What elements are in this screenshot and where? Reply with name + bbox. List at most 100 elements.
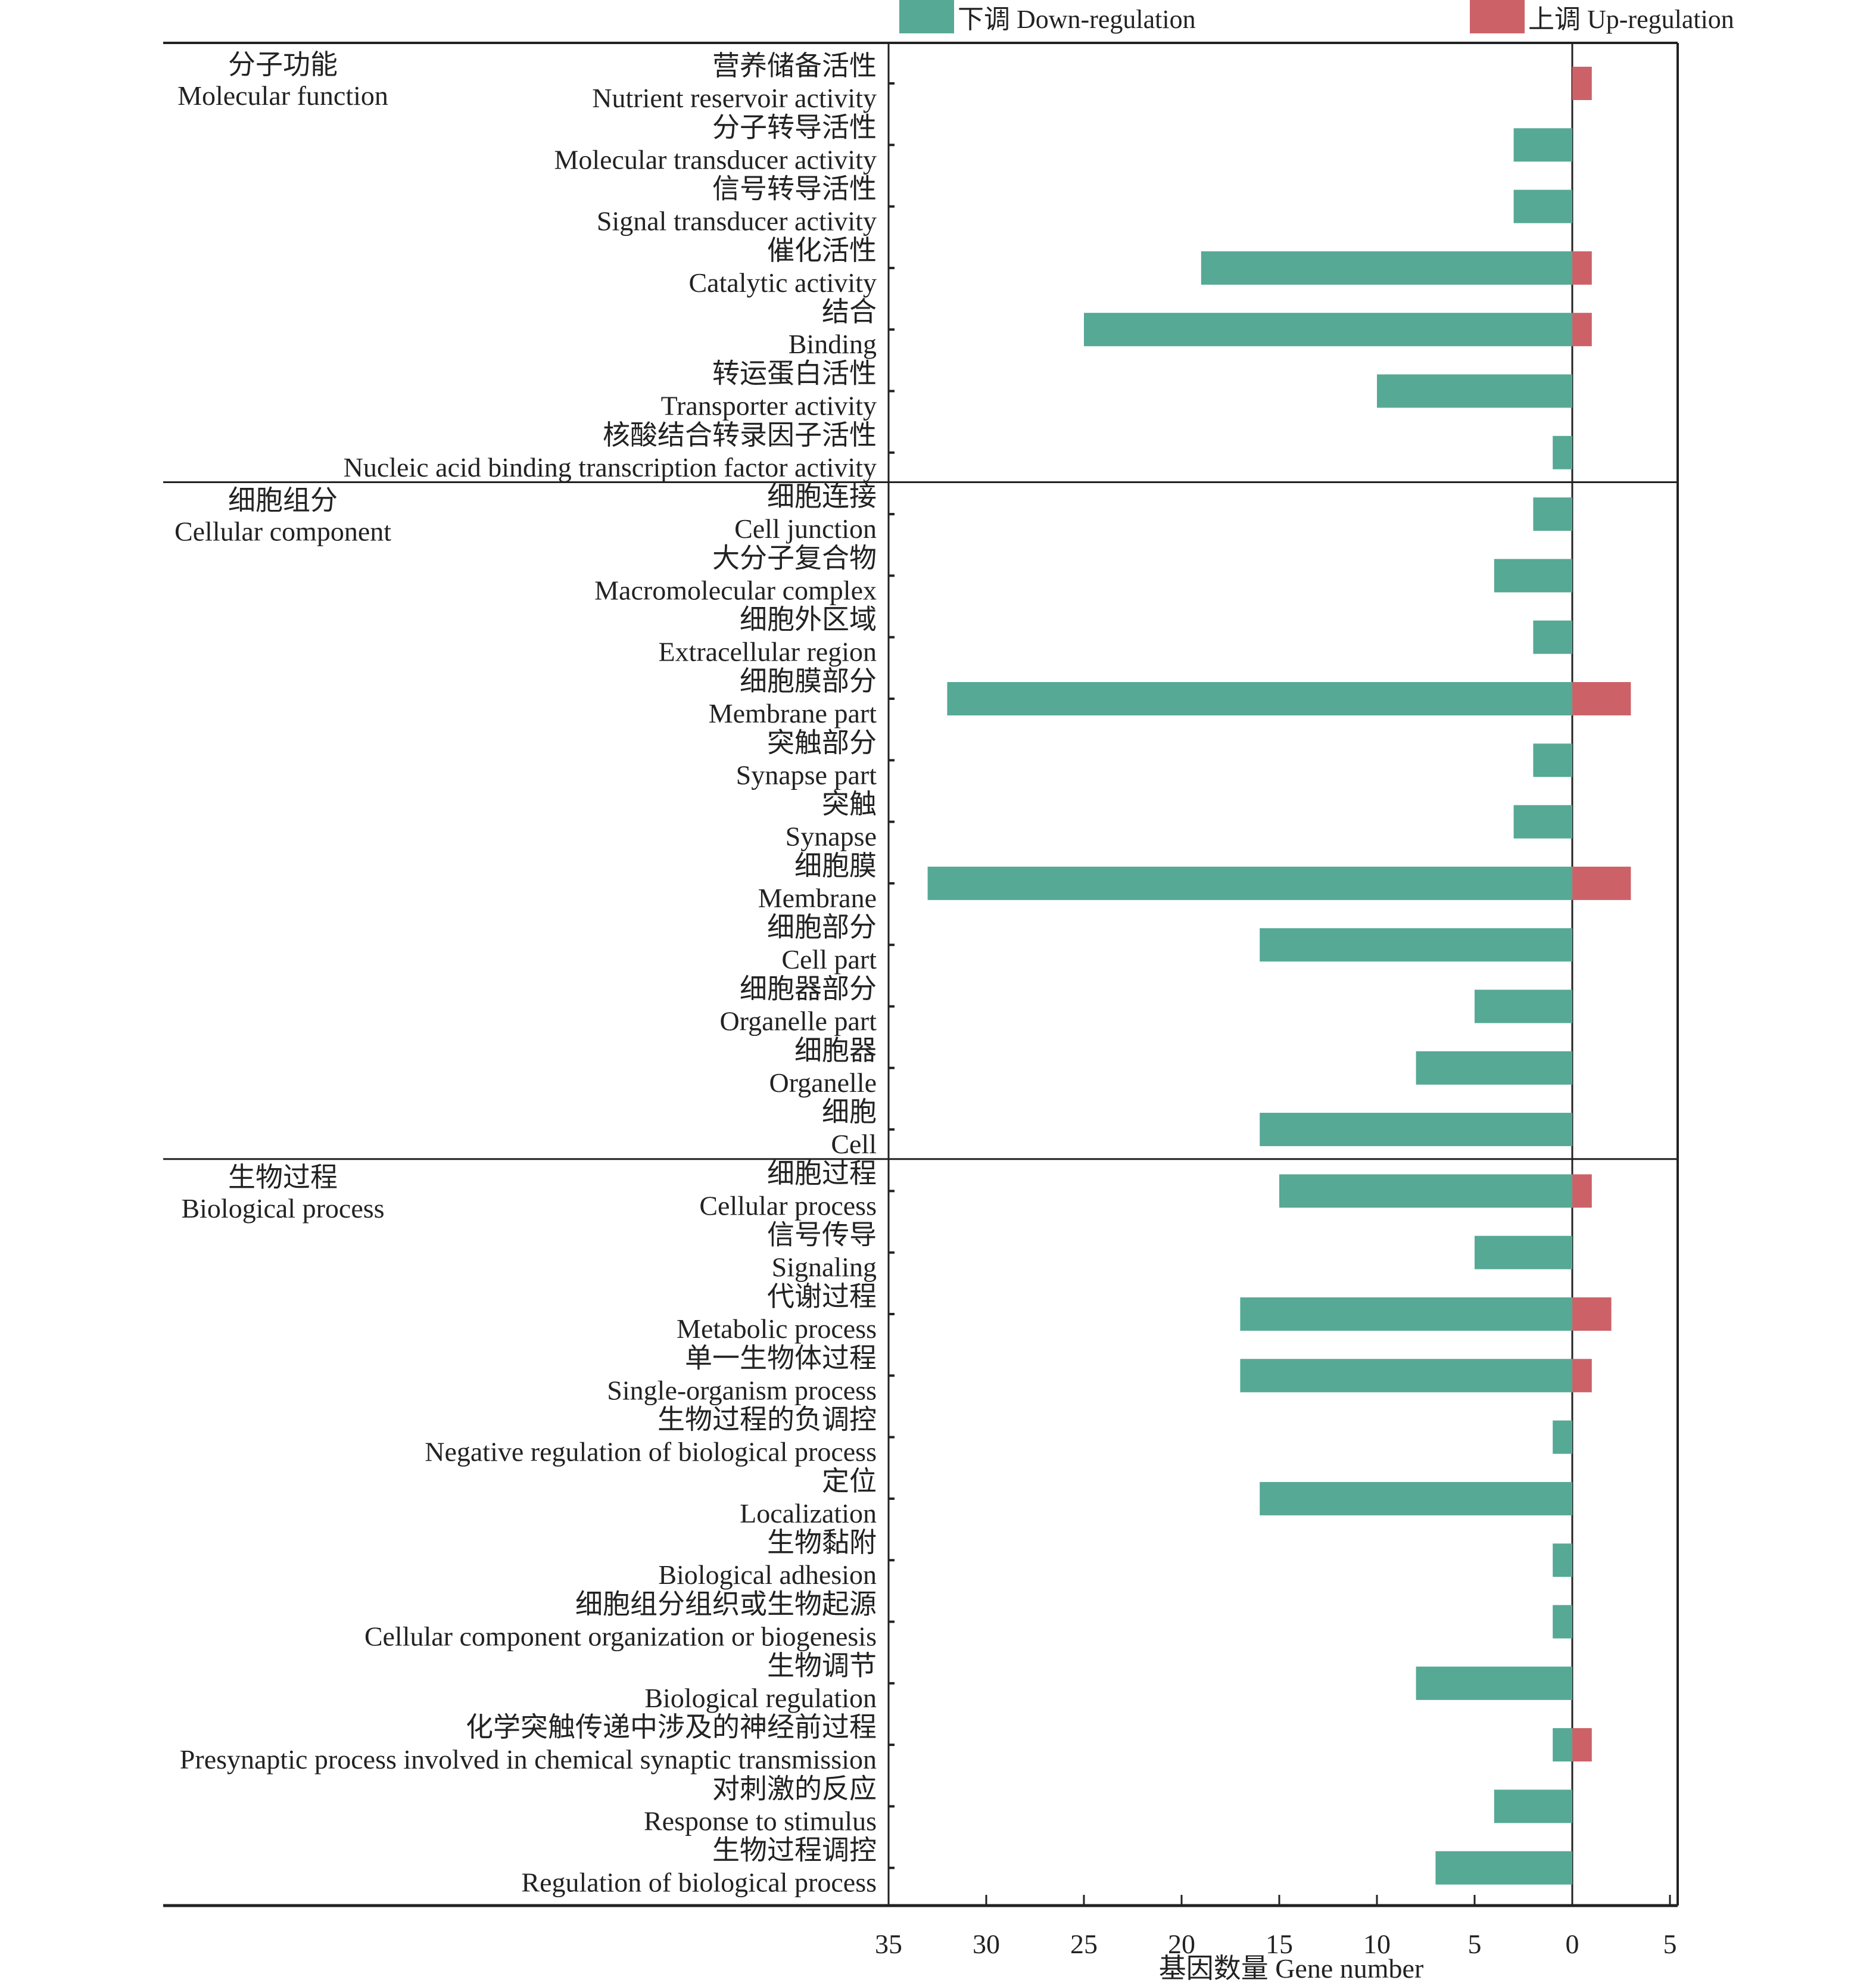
category-label-en: Negative regulation of biological proces… [425, 1437, 877, 1467]
category-label-cn: 转运蛋白活性 [712, 359, 877, 389]
group-label-cn: 细胞组分 [228, 485, 338, 515]
category-label-en: Synapse part [736, 759, 877, 790]
x-tick-label: 20 [1168, 1929, 1195, 1959]
bar-down [1475, 1235, 1572, 1269]
category-label-en: Molecular transducer activity [554, 144, 877, 175]
bar-down [1553, 1420, 1572, 1454]
category-label-cn: 细胞膜 [794, 851, 877, 881]
category-label-en: Cellular process [699, 1190, 877, 1221]
legend-label-down: 下调 Down-regulation [958, 5, 1196, 34]
bar-down [1513, 189, 1572, 223]
category-label-cn: 生物黏附 [767, 1527, 877, 1558]
category-label-cn: 细胞组分组织或生物起源 [575, 1589, 877, 1620]
category-label-cn: 定位 [822, 1466, 877, 1496]
bar-up [1572, 1728, 1592, 1762]
legend-swatch-down [899, 0, 954, 33]
category-label-cn: 细胞外区域 [740, 605, 877, 635]
group-label-en: Biological process [181, 1193, 384, 1224]
bar-down [1201, 251, 1572, 285]
category-label-en: Regulation of biological process [521, 1867, 877, 1898]
category-label-cn: 生物调节 [767, 1651, 877, 1681]
legend-up: 上调 Up-regulation [1470, 0, 1734, 34]
x-tick-label: 25 [1070, 1929, 1098, 1959]
category-label-cn: 生物过程的负调控 [657, 1405, 877, 1435]
category-label-en: Signaling [772, 1252, 877, 1283]
category-label-en: Biological adhesion [658, 1559, 877, 1590]
category-label-cn: 信号传导 [767, 1220, 877, 1250]
legend-down: 下调 Down-regulation [899, 0, 1196, 34]
category-label-en: Nutrient reservoir activity [592, 83, 877, 113]
bar-down [1533, 743, 1572, 777]
category-label-cn: 生物过程调控 [712, 1835, 877, 1866]
category-label-en: Biological regulation [644, 1683, 877, 1713]
category-label-cn: 细胞器 [794, 1035, 877, 1066]
bar-down [1533, 497, 1572, 531]
x-tick-label: 30 [973, 1929, 1000, 1959]
bar-down [1553, 1728, 1572, 1762]
category-label-en: Single-organism process [607, 1375, 877, 1405]
category-label-en: Binding [789, 329, 877, 359]
category-label-cn: 分子转导活性 [712, 112, 877, 142]
category-label-en: Transporter activity [661, 391, 877, 421]
category-label-cn: 细胞部分 [767, 912, 877, 942]
legend-label-up: 上调 Up-regulation [1528, 5, 1734, 34]
bar-down [1494, 559, 1572, 593]
bar-up [1572, 682, 1631, 715]
bar-up [1572, 251, 1592, 285]
category-label-cn: 突触 [822, 789, 877, 820]
group-label-en: Cellular component [174, 516, 391, 546]
category-label-en: Membrane [758, 883, 877, 913]
category-label-cn: 细胞器部分 [740, 974, 877, 1004]
group-label-cn: 生物过程 [228, 1162, 338, 1193]
bar-up [1572, 866, 1631, 900]
category-label-cn: 代谢过程 [767, 1281, 877, 1312]
category-label-en: Cellular component organization or bioge… [364, 1621, 877, 1652]
category-label-cn: 细胞膜部分 [740, 666, 877, 696]
category-label-en: Organelle [769, 1067, 877, 1098]
bar-down [1240, 1297, 1572, 1331]
category-label-en: Membrane part [709, 698, 877, 729]
category-label-en: Cell [831, 1129, 877, 1159]
bar-down [1494, 1789, 1572, 1823]
bar-down [1513, 128, 1572, 162]
group-label-cn: 分子功能 [228, 49, 338, 80]
bar-down [1240, 1359, 1572, 1393]
group-label-en: Molecular function [177, 80, 388, 111]
bar-down [1416, 1051, 1572, 1085]
category-label-cn: 单一生物体过程 [685, 1343, 877, 1373]
x-tick-label: 15 [1266, 1929, 1293, 1959]
bar-down [1553, 1543, 1572, 1577]
category-label-en: Cell junction [734, 513, 877, 544]
bar-down [947, 682, 1572, 715]
x-axis: 35 30 25 20 15 10 5 0 5 [875, 82, 1677, 1959]
x-axis-label: 基因数量 Gene number [1159, 1953, 1424, 1984]
bar-down [1260, 928, 1572, 962]
category-label-cn: 细胞连接 [767, 481, 877, 512]
category-label-en: Extracellular region [658, 637, 877, 667]
category-label-cn: 对刺激的反应 [712, 1773, 877, 1804]
category-label-cn: 结合 [822, 297, 877, 327]
bar-down [1553, 435, 1572, 469]
bar-up [1572, 1174, 1592, 1208]
category-label-cn: 大分子复合物 [712, 543, 877, 573]
bar-down [1279, 1174, 1572, 1208]
chart-frame [163, 42, 1679, 1907]
category-label-en: Presynaptic process involved in chemical… [180, 1744, 877, 1775]
bar-down [1416, 1666, 1572, 1700]
bar-down [1513, 805, 1572, 839]
category-label-en: Synapse [786, 821, 877, 852]
bar-down [1533, 620, 1572, 654]
bar-down [1553, 1605, 1572, 1639]
bar-down [1377, 374, 1572, 408]
bar-up [1572, 67, 1592, 100]
category-label-en: Nucleic acid binding transcription facto… [344, 452, 877, 483]
category-label-en: Organelle part [719, 1006, 877, 1036]
category-label-en: Cell part [781, 944, 877, 975]
bar-down [1475, 989, 1572, 1023]
category-label-cn: 化学突触传递中涉及的神经前过程 [466, 1712, 877, 1742]
category-label-en: Response to stimulus [644, 1806, 877, 1836]
x-tick-label: 0 [1566, 1929, 1579, 1959]
category-label-cn: 营养储备活性 [712, 51, 877, 81]
